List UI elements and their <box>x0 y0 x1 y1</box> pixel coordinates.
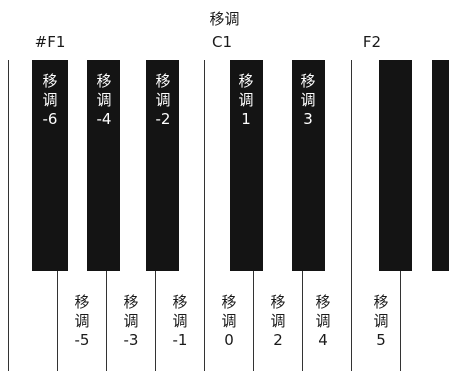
transpose-label: 移调 -1 <box>172 293 187 350</box>
transpose-value: 2 <box>273 331 283 349</box>
black-key <box>432 60 449 271</box>
transpose-label: 移调 -6 <box>42 72 57 129</box>
transpose-label: 移调 -5 <box>74 293 89 350</box>
transpose-glyph: 移 <box>172 293 188 311</box>
transpose-glyph: 移 <box>155 72 171 90</box>
transpose-glyph: 移 <box>74 293 90 311</box>
transpose-value: -6 <box>42 110 58 128</box>
transpose-glyph: 调 <box>155 91 171 109</box>
transpose-glyph: 移 <box>270 293 286 311</box>
transpose-label: 移调 -2 <box>155 72 170 129</box>
transpose-label: 移调 -3 <box>123 293 138 350</box>
transpose-value: 5 <box>376 331 386 349</box>
transpose-glyph: 调 <box>172 312 188 330</box>
transpose-glyph: 移 <box>96 72 112 90</box>
transpose-glyph: 调 <box>221 312 237 330</box>
transpose-value: -5 <box>74 331 90 349</box>
transpose-value: -1 <box>172 331 188 349</box>
black-key <box>292 60 325 271</box>
transpose-glyph: 调 <box>315 312 331 330</box>
transpose-glyph: 移 <box>123 293 139 311</box>
transpose-value: 0 <box>224 331 234 349</box>
transpose-glyph: 移 <box>42 72 58 90</box>
transpose-value: -4 <box>96 110 112 128</box>
transpose-value: -3 <box>123 331 139 349</box>
black-key <box>87 60 120 271</box>
black-key <box>230 60 263 271</box>
transpose-value: -2 <box>155 110 171 128</box>
transpose-value: 4 <box>318 331 328 349</box>
transpose-glyph: 移 <box>315 293 331 311</box>
transpose-glyph: 移 <box>221 293 237 311</box>
transpose-glyph: 移 <box>300 72 316 90</box>
transpose-value: 1 <box>241 110 251 128</box>
transpose-glyph: 调 <box>96 91 112 109</box>
transpose-glyph: 移 <box>238 72 254 90</box>
black-key <box>146 60 179 271</box>
note-label: #F1 <box>34 33 66 51</box>
transpose-label: 移调 -4 <box>96 72 111 129</box>
note-label: C1 <box>211 33 233 51</box>
black-key <box>32 60 68 271</box>
transpose-glyph: 调 <box>373 312 389 330</box>
transpose-title: 移调 <box>209 10 240 28</box>
transpose-glyph: 调 <box>238 91 254 109</box>
transpose-glyph: 调 <box>270 312 286 330</box>
transpose-glyph: 调 <box>300 91 316 109</box>
transpose-glyph: 调 <box>74 312 90 330</box>
transpose-value: 3 <box>303 110 313 128</box>
note-label: F2 <box>362 33 382 51</box>
transpose-glyph: 调 <box>123 312 139 330</box>
transpose-glyph: 移 <box>373 293 389 311</box>
black-key <box>379 60 412 271</box>
transpose-glyph: 调 <box>42 91 58 109</box>
